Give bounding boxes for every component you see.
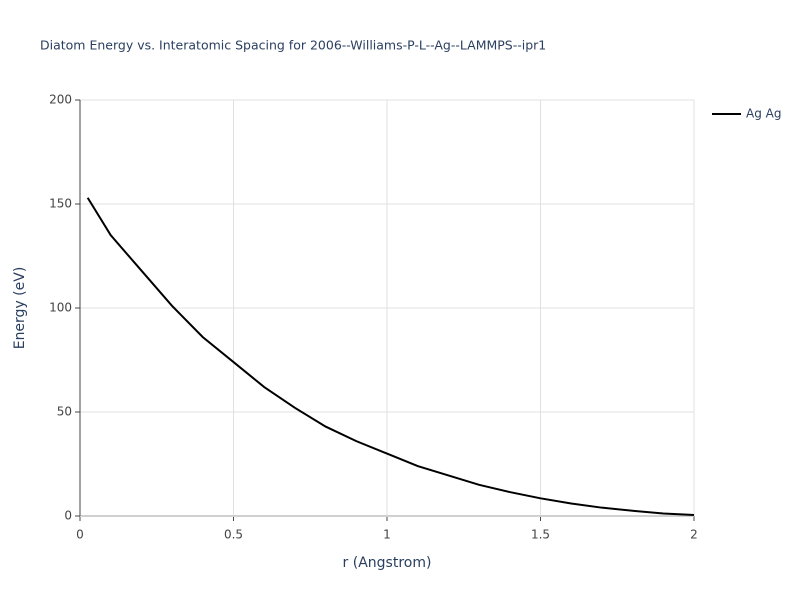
y-tick-label: 100 bbox=[49, 301, 72, 315]
line-series bbox=[86, 197, 695, 516]
chart-title: Diatom Energy vs. Interatomic Spacing fo… bbox=[40, 38, 546, 53]
x-axis-label: r (Angstrom) bbox=[343, 555, 432, 571]
x-tick-label: 0 bbox=[76, 528, 84, 542]
y-tick-label: 150 bbox=[49, 197, 72, 211]
y-tick-label: 0 bbox=[64, 509, 72, 523]
x-tick-label: 2 bbox=[690, 528, 698, 542]
x-tick-label: 0.5 bbox=[224, 528, 243, 542]
y-axis-label: Energy (eV) bbox=[12, 267, 28, 350]
y-tick-label: 200 bbox=[49, 93, 72, 107]
x-tick-label: 1.5 bbox=[531, 528, 550, 542]
y-tick-label: 50 bbox=[57, 405, 72, 419]
legend-label: Ag Ag bbox=[746, 107, 781, 121]
x-tick-label: 1 bbox=[383, 528, 391, 542]
